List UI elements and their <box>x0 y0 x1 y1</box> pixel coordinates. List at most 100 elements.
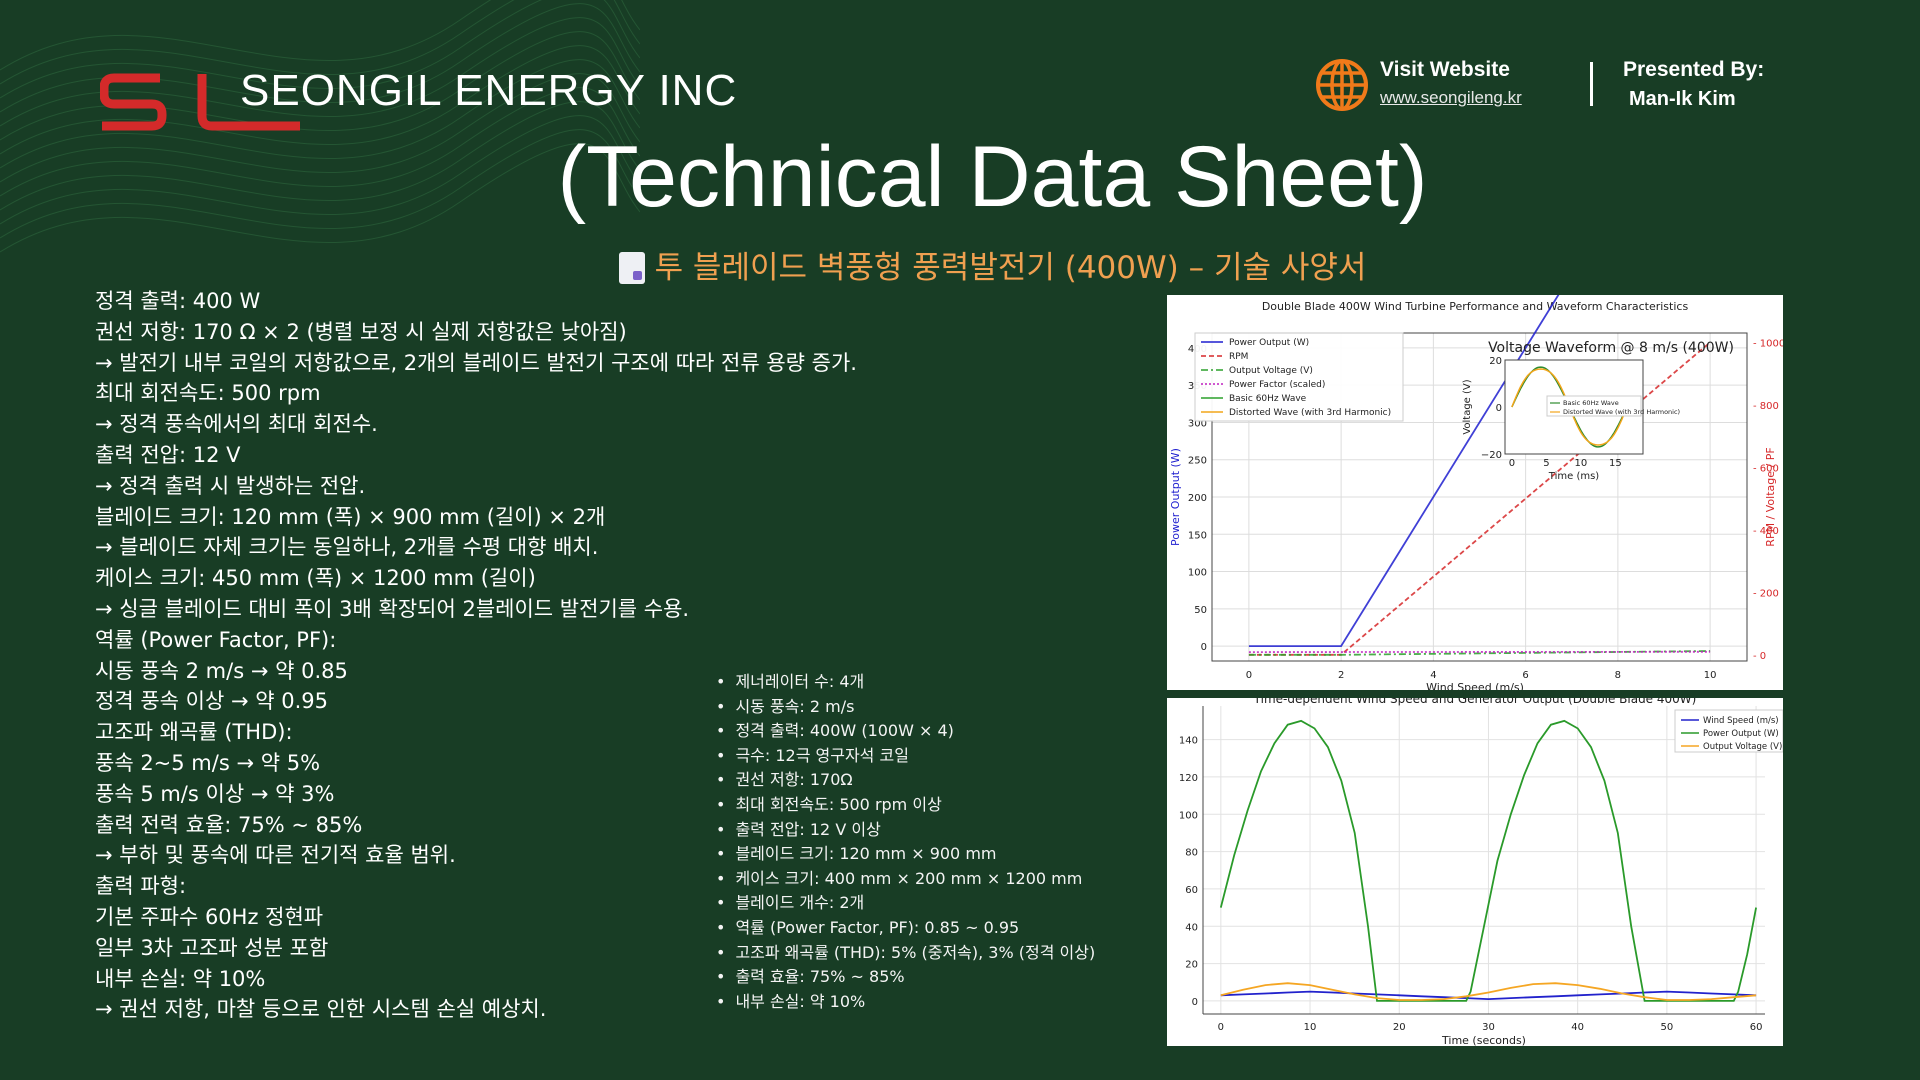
visit-website-label: Visit Website <box>1380 58 1510 81</box>
x-tick-label: 30 <box>1482 1022 1495 1033</box>
header-divider <box>1590 62 1593 106</box>
spec-line: → 정격 출력 시 발생하는 전압. <box>95 473 366 498</box>
inset-legend-box <box>1546 395 1642 417</box>
legend-box <box>1194 332 1404 422</box>
y-tick-label: 40 <box>1185 922 1198 933</box>
y-right-tick-label: - 0 <box>1753 651 1766 662</box>
globe-icon[interactable] <box>1315 58 1369 112</box>
background-line <box>0 0 640 99</box>
background-line <box>0 0 640 71</box>
y-tick-label: 60 <box>1185 885 1198 896</box>
legend-label: Power Output (W) <box>1229 338 1309 348</box>
y-tick-label: 20 <box>1185 960 1198 971</box>
series-line-output-voltage-v- <box>1248 650 1711 656</box>
y-tick-label: 150 <box>1188 530 1207 541</box>
spec-line: 정격 풍속 이상 → 약 0.95 <box>95 689 328 714</box>
company-logo <box>100 73 300 131</box>
y-tick-label: 50 <box>1194 605 1207 616</box>
spec-line: 출력 전압: 12 V <box>95 442 241 467</box>
subtitle-text: 투 블레이드 벽풍형 풍력발전기 (400W) – 기술 사양서 <box>654 250 1367 286</box>
website-link[interactable]: www.seongileng.kr <box>1380 88 1522 107</box>
spec-line: → 블레이드 자체 크기는 동일하나, 2개를 수평 대향 배치. <box>95 535 599 560</box>
x-tick-label: 10 <box>1304 1022 1317 1033</box>
inset-title: Voltage Waveform @ 8 m/s (400W) <box>1488 340 1734 356</box>
bullet-dot: • <box>716 893 726 913</box>
x-tick-label: 2 <box>1338 670 1344 681</box>
bullet-dot: • <box>716 967 726 987</box>
inset-x-tick-label: 5 <box>1543 458 1549 469</box>
background-line <box>0 129 640 239</box>
background-line <box>0 0 640 85</box>
y-right-tick-label: - 200 <box>1753 588 1779 599</box>
bullet-dot: • <box>716 819 726 839</box>
list-item: • 블레이드 크기: 120 mm × 900 mm <box>716 844 997 864</box>
legend-label: Basic 60Hz Wave <box>1229 394 1307 404</box>
y-tick-label: 140 <box>1179 736 1198 747</box>
spec-line: → 발전기 내부 코일의 저항값으로, 2개의 블레이드 발전기 구조에 따라 … <box>95 350 857 375</box>
background-line <box>0 101 640 211</box>
background-line <box>0 45 640 155</box>
spec-line: → 싱글 블레이드 대비 폭이 3배 확장되어 2블레이드 발전기를 수용. <box>95 596 690 621</box>
inset-y-tick-label: 20 <box>1489 356 1502 367</box>
legend-label: Power Factor (scaled) <box>1229 380 1325 390</box>
y-tick-label: 0 <box>1192 997 1198 1008</box>
summary-bullet-list: • 제너레이터 수: 4개 • 시동 풍속: 2 m/s • 정격 출력: 400W … <box>716 670 1095 1014</box>
bullet-dot: • <box>716 844 726 864</box>
time-series-chart: Time-dependent Wind Speed and Generator … <box>1167 698 1783 1046</box>
spec-line: 출력 전력 효율: 75% ~ 85% <box>95 812 363 837</box>
list-item: • 블레이드 개수: 2개 <box>716 893 865 913</box>
y-tick-label: 200 <box>1188 493 1207 504</box>
x-tick-label: 6 <box>1522 670 1528 681</box>
inset-x-axis-label: Time (ms) <box>1548 471 1600 482</box>
bullet-dot: • <box>716 745 726 765</box>
y-right-tick-label: - 600 <box>1753 463 1779 474</box>
document-icon <box>618 252 645 284</box>
series-line-power-output-w- <box>1219 719 1757 1002</box>
bullet-dot: • <box>716 991 726 1011</box>
spec-line: 고조파 왜곡률 (THD): <box>95 720 293 745</box>
time-series-chart-svg: Time-dependent Wind Speed and Generator … <box>1179 698 1783 1046</box>
inset-y-tick-label: −20 <box>1481 450 1502 461</box>
page-subtitle: 투 블레이드 벽풍형 풍력발전기 (400W) – 기술 사양서 <box>0 242 1920 287</box>
chart-title: Time-dependent Wind Speed and Generator … <box>1253 698 1697 706</box>
bullet-dot: • <box>716 721 726 741</box>
x-tick-label: 40 <box>1571 1022 1584 1033</box>
x-tick-label: 8 <box>1615 670 1621 681</box>
inset-x-tick-label: 0 <box>1509 458 1515 469</box>
list-item: • 출력 전압: 12 V 이상 <box>716 819 881 839</box>
performance-chart-svg: Double Blade 400W Wind Turbine Performan… <box>1169 295 1783 690</box>
background-line <box>0 115 640 225</box>
background-line <box>0 73 640 183</box>
performance-chart: Double Blade 400W Wind Turbine Performan… <box>1167 295 1783 690</box>
presented-by-label: Presented By: <box>1623 58 1765 81</box>
y-right-axis-label: RPM / Voltage / PF <box>1764 447 1777 546</box>
bullet-dot: • <box>716 794 726 814</box>
background-line <box>0 17 640 127</box>
spec-line: 블레이드 크기: 120 mm (폭) × 900 mm (길이) × 2개 <box>95 504 606 529</box>
series-line-power-output-w- <box>1248 295 1560 648</box>
spec-line: 권선 저항: 170 Ω × 2 (병렬 보정 시 실제 저항값은 낮아짐) <box>95 319 627 344</box>
x-tick-label: 4 <box>1430 670 1436 681</box>
bullet-dot: • <box>716 868 726 888</box>
spec-line: 케이스 크기: 450 mm (폭) × 1200 mm (길이) <box>95 566 536 591</box>
background-line <box>0 143 640 253</box>
bullet-dot: • <box>716 942 726 962</box>
spec-line: 정격 출력: 400 W <box>95 289 261 313</box>
legend-label: Output Voltage (V) <box>1703 742 1782 752</box>
list-item: • 역률 (Power Factor, PF): 0.85 ~ 0.95 <box>716 917 1020 937</box>
legend-label: Wind Speed (m/s) <box>1703 716 1779 726</box>
list-item: • 출력 효율: 75% ~ 85% <box>716 967 905 987</box>
list-item: • 극수: 12극 영구자석 코일 <box>716 745 909 765</box>
list-item: • 고조파 왜곡률 (THD): 5% (중저속), 3% (정격 이상) <box>716 942 1096 962</box>
inset-x-tick-label: 15 <box>1609 458 1622 469</box>
list-item: • 최대 회전속도: 500 rpm 이상 <box>716 794 942 814</box>
x-axis-label: Wind Speed (m/s) <box>1426 681 1524 690</box>
background-line <box>0 59 640 169</box>
y-tick-label: 300 <box>1188 418 1207 429</box>
spec-line: 일부 3차 고조파 성분 포함 <box>95 935 329 960</box>
spec-line: → 정격 풍속에서의 최대 회전수. <box>95 412 378 437</box>
series-line-output-voltage-v- <box>1220 982 1757 1001</box>
legend-label: Power Output (W) <box>1703 729 1779 739</box>
chart-title: Double Blade 400W Wind Turbine Performan… <box>1262 300 1689 313</box>
inset-y-axis-label: Voltage (V) <box>1462 379 1473 434</box>
